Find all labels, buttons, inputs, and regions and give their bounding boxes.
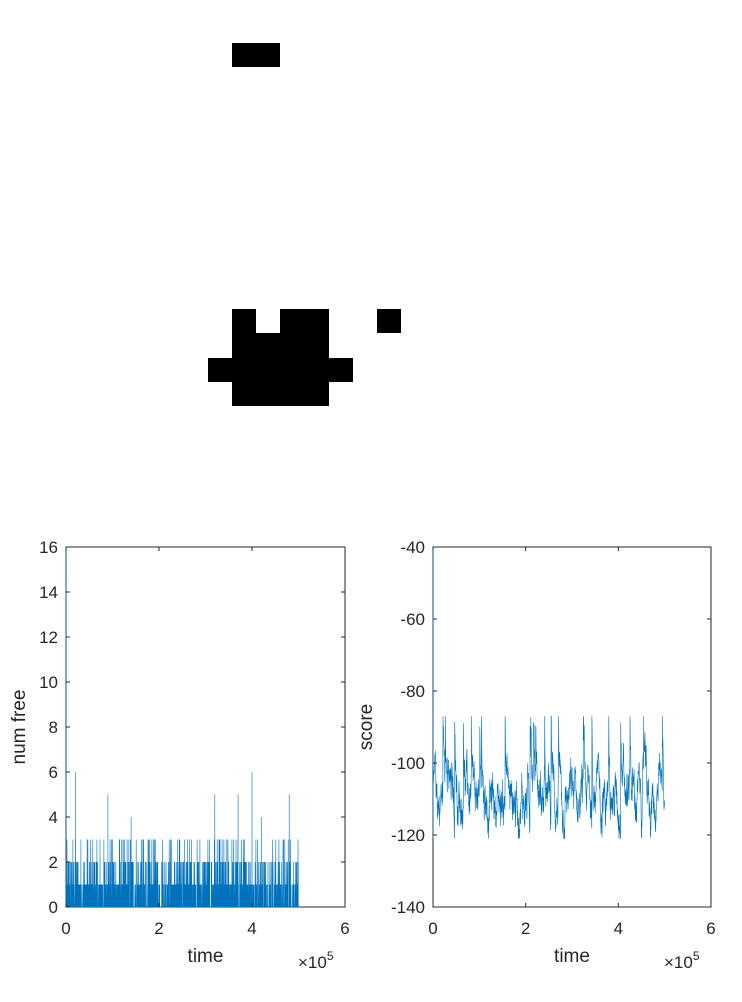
x-tick-label: 4 [247, 919, 256, 938]
x-tick-label: 4 [614, 919, 623, 938]
num-free-x-axis-label: time [188, 946, 224, 967]
num-free-line [65, 546, 299, 908]
y-tick-label: 16 [39, 538, 58, 557]
occupied-cell [232, 43, 257, 68]
occupied-cell [304, 309, 329, 334]
occupied-cell [207, 357, 232, 382]
score-x-ticks: 0 2 4 6 [428, 547, 716, 938]
occupied-cell [232, 309, 257, 334]
x-tick-label: 2 [154, 919, 163, 938]
num-free-series-line [65, 546, 299, 908]
occupied-cell [280, 333, 305, 358]
y-tick-label: 6 [49, 763, 58, 782]
y-tick-label: -120 [391, 826, 425, 845]
occupied-cell [377, 309, 402, 334]
occupied-cell [232, 357, 257, 382]
y-tick-label: 12 [39, 628, 58, 647]
y-tick-label: -140 [391, 898, 425, 917]
occupied-cell [232, 381, 257, 406]
x-tick-label: 0 [428, 919, 437, 938]
occupied-cell [256, 333, 281, 358]
occupied-cell [304, 357, 329, 382]
x-tick-label: 0 [61, 919, 70, 938]
occupied-cell [304, 333, 329, 358]
score-y-axis-label: score [356, 704, 377, 750]
score-plot-frame [432, 546, 712, 908]
score-line [432, 546, 665, 839]
y-tick-label: 14 [39, 583, 58, 602]
x-tick-label: 6 [340, 919, 349, 938]
occupied-cell [280, 309, 305, 334]
y-tick-label: -80 [400, 682, 425, 701]
score-x-exponent: ×105 [664, 949, 700, 972]
x-tick-label: 2 [521, 919, 530, 938]
y-tick-label: -60 [400, 610, 425, 629]
score-series-line [432, 546, 665, 839]
occupied-cell [256, 357, 281, 382]
y-tick-label: -40 [400, 538, 425, 557]
y-tick-label: 4 [49, 808, 58, 827]
occupancy-grid-image [0, 0, 742, 500]
num-free-y-axis-label: num free [9, 690, 30, 765]
occupied-cell [280, 357, 305, 382]
num-free-x-ticks: 0 2 4 6 [61, 547, 350, 938]
y-tick-label: -100 [391, 754, 425, 773]
score-x-axis-label: time [554, 946, 590, 967]
occupied-cell [232, 333, 257, 358]
y-tick-label: 8 [49, 718, 58, 737]
y-tick-label: 10 [39, 673, 58, 692]
score-chart: 0 2 4 6 -140 -120 -100 -80 -60 -40 time score ×1… [356, 538, 716, 972]
occupied-cell [280, 381, 305, 406]
y-tick-label: 0 [49, 898, 58, 917]
occupied-cell [256, 43, 281, 68]
occupied-cell [304, 381, 329, 406]
occupied-cell [256, 381, 281, 406]
num-free-chart: 0 2 4 6 0 2 4 6 8 10 12 14 16 time num free ×105 [9, 538, 350, 972]
x-tick-label: 6 [706, 919, 715, 938]
num-free-y-ticks: 0 2 4 6 8 10 12 14 16 [39, 538, 345, 917]
y-tick-label: 2 [49, 853, 58, 872]
num-free-x-exponent: ×105 [298, 949, 334, 972]
occupied-cell [328, 357, 353, 382]
score-y-ticks: -140 -120 -100 -80 -60 -40 [391, 538, 711, 917]
